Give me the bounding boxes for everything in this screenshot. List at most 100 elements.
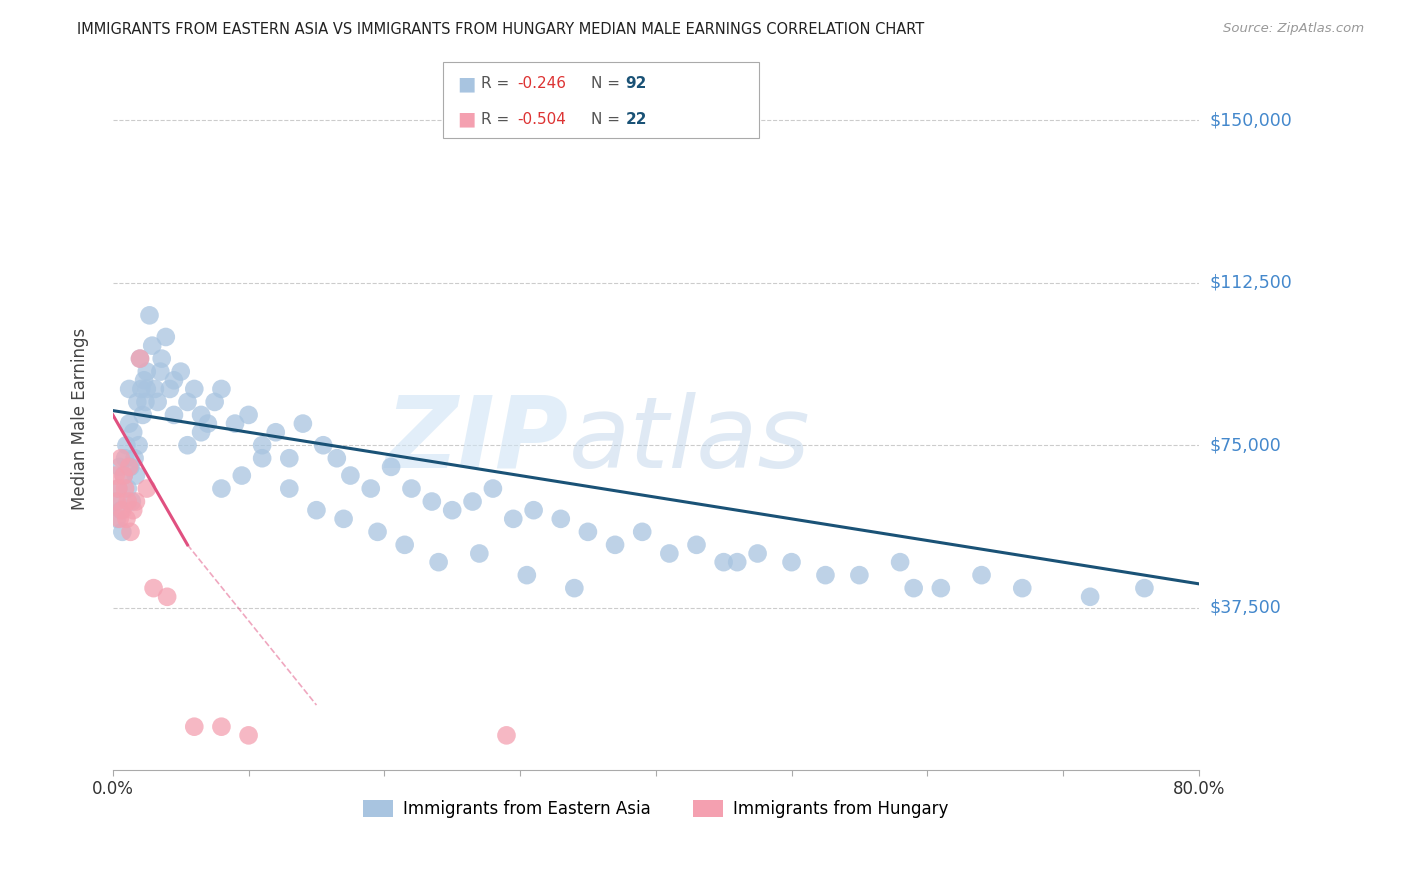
Point	[713, 555, 735, 569]
Point	[929, 581, 952, 595]
Point	[110, 503, 132, 517]
Text: R =: R =	[481, 112, 515, 127]
Point	[339, 468, 361, 483]
Point	[209, 482, 232, 496]
Point	[291, 417, 314, 431]
Point	[117, 494, 139, 508]
Point	[380, 459, 402, 474]
Text: $112,500: $112,500	[1209, 274, 1292, 292]
Point	[124, 451, 146, 466]
Point	[114, 451, 136, 466]
Point	[128, 438, 150, 452]
Point	[367, 524, 389, 539]
Point	[209, 382, 232, 396]
Point	[121, 494, 143, 508]
Text: -0.504: -0.504	[517, 112, 567, 127]
Point	[468, 547, 491, 561]
Point	[502, 512, 524, 526]
Point	[889, 555, 911, 569]
Text: IMMIGRANTS FROM EASTERN ASIA VS IMMIGRANTS FROM HUNGARY MEDIAN MALE EARNINGS COR: IMMIGRANTS FROM EASTERN ASIA VS IMMIGRAN…	[77, 22, 925, 37]
Point	[603, 538, 626, 552]
Point	[495, 728, 517, 742]
Point	[142, 581, 165, 595]
Point	[204, 395, 226, 409]
Point	[420, 494, 443, 508]
Point	[238, 408, 260, 422]
Point	[156, 590, 179, 604]
Point	[150, 351, 173, 366]
Point	[104, 468, 127, 483]
Point	[170, 365, 193, 379]
Point	[146, 395, 169, 409]
Point	[118, 459, 141, 474]
Point	[224, 417, 246, 431]
Point	[562, 581, 585, 595]
Point	[183, 382, 205, 396]
Point	[903, 581, 925, 595]
Point	[190, 425, 212, 440]
Text: N =: N =	[591, 76, 624, 91]
Point	[176, 438, 198, 452]
Point	[122, 503, 145, 517]
Point	[523, 503, 546, 517]
Point	[197, 417, 219, 431]
Point	[115, 438, 138, 452]
Y-axis label: Median Male Earnings: Median Male Earnings	[72, 328, 89, 510]
Point	[107, 482, 129, 496]
Point	[550, 512, 572, 526]
Point	[120, 459, 142, 474]
Point	[209, 720, 232, 734]
Point	[125, 494, 148, 508]
Point	[129, 351, 152, 366]
Point	[516, 568, 538, 582]
Point	[394, 538, 416, 552]
Point	[118, 417, 141, 431]
Point	[108, 459, 131, 474]
Point	[135, 365, 157, 379]
Text: $37,500: $37,500	[1209, 599, 1282, 616]
Point	[111, 503, 134, 517]
Text: $150,000: $150,000	[1209, 112, 1292, 129]
Text: 92: 92	[626, 76, 647, 91]
Point	[278, 482, 301, 496]
Legend: Immigrants from Eastern Asia, Immigrants from Hungary: Immigrants from Eastern Asia, Immigrants…	[357, 793, 955, 825]
Point	[631, 524, 654, 539]
Point	[780, 555, 803, 569]
Point	[122, 425, 145, 440]
Point	[149, 365, 172, 379]
Point	[231, 468, 253, 483]
Point	[159, 382, 181, 396]
Point	[115, 512, 138, 526]
Point	[111, 524, 134, 539]
Point	[250, 438, 273, 452]
Point	[110, 451, 132, 466]
Point	[129, 351, 152, 366]
Point	[1078, 590, 1101, 604]
Point	[118, 382, 141, 396]
Point	[127, 395, 149, 409]
Text: ■: ■	[457, 110, 475, 128]
Point	[238, 728, 260, 742]
Point	[576, 524, 599, 539]
Point	[120, 524, 142, 539]
Point	[250, 451, 273, 466]
Point	[441, 503, 464, 517]
Point	[326, 451, 349, 466]
Point	[108, 512, 131, 526]
Point	[163, 373, 186, 387]
Point	[332, 512, 354, 526]
Point	[112, 468, 135, 483]
Point	[143, 382, 166, 396]
Point	[135, 382, 157, 396]
Point	[155, 330, 177, 344]
Point	[848, 568, 870, 582]
Point	[814, 568, 837, 582]
Point	[312, 438, 335, 452]
Point	[112, 468, 135, 483]
Point	[163, 408, 186, 422]
Point	[360, 482, 382, 496]
Point	[305, 503, 328, 517]
Text: N =: N =	[591, 112, 624, 127]
Point	[401, 482, 423, 496]
Point	[461, 494, 484, 508]
